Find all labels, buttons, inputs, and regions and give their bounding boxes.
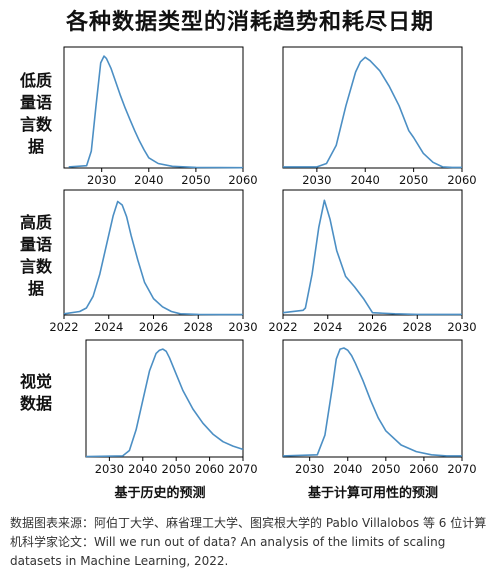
column-label-historical: 基于历史的预测 <box>114 486 206 501</box>
x-tick-label: 2060 <box>195 462 224 476</box>
x-tick-label: 2026 <box>358 320 387 334</box>
series-line <box>283 56 462 169</box>
x-tick-label: 2024 <box>94 320 123 334</box>
panel-5: 2030 2040 2050 2060 2070 <box>85 339 258 476</box>
x-tick-label: 2030 <box>87 173 116 187</box>
x-tick-label: 2030 <box>302 173 331 187</box>
panel-4: 2022 2024 2026 2028 2030 <box>268 189 477 334</box>
x-tick-label: 2070 <box>228 462 257 476</box>
x-tick-label: 2040 <box>333 462 362 476</box>
x-tick-label: 2040 <box>351 173 380 187</box>
x-tick-label: 2060 <box>409 462 438 476</box>
x-tick-label: 2070 <box>447 462 476 476</box>
page-title: 各种数据类型的消耗趋势和耗尽日期 <box>65 10 434 35</box>
x-tick-label: 2028 <box>403 320 432 334</box>
x-tick-label: 2030 <box>95 462 124 476</box>
panel-2: 2030 2040 2050 2060 <box>282 46 477 187</box>
x-tick-label: 2050 <box>181 173 210 187</box>
x-tick-label: 2060 <box>228 173 257 187</box>
x-tick-label: 2060 <box>447 173 476 187</box>
x-tick-label: 2030 <box>295 462 324 476</box>
source-note: 数据图表来源：阿伯丁大学、麻省理工大学、图宾根大学的 Pablo Villalo… <box>10 516 487 568</box>
panel-frame <box>63 46 244 169</box>
row-label-vision-data: 视觉数据 <box>19 372 52 413</box>
x-tick-label: 2050 <box>399 173 428 187</box>
x-tick-label: 2040 <box>128 462 157 476</box>
panel-frame <box>282 189 463 316</box>
panel-frame <box>282 339 463 458</box>
series-line <box>68 55 244 169</box>
row-label-high-quality-language: 高质量语言数据 <box>19 213 52 298</box>
row-label-low-quality-language: 低质量语言数据 <box>19 71 52 156</box>
x-tick-label: 2022 <box>268 320 297 334</box>
x-tick-label: 2040 <box>134 173 163 187</box>
series-line <box>63 200 243 316</box>
x-tick-label: 2024 <box>313 320 342 334</box>
x-tick-label: 2030 <box>228 320 257 334</box>
panel-3: 2022 2024 2026 2028 2030 <box>49 189 258 334</box>
column-label-compute: 基于计算可用性的预测 <box>307 486 438 501</box>
panel-6: 2030 2040 2050 2060 2070 <box>282 339 477 476</box>
panel-frame <box>85 339 244 458</box>
x-tick-label: 2030 <box>447 320 476 334</box>
x-tick-label: 2050 <box>162 462 191 476</box>
series-line <box>85 348 244 458</box>
series-line <box>282 347 462 457</box>
x-tick-label: 2050 <box>371 462 400 476</box>
panel-frame <box>63 189 244 316</box>
x-tick-label: 2022 <box>49 320 78 334</box>
x-tick-label: 2026 <box>139 320 168 334</box>
panel-frame <box>282 46 463 169</box>
series-line <box>282 199 462 316</box>
panel-1: 2030 2040 2050 2060 <box>63 46 258 187</box>
x-tick-label: 2028 <box>184 320 213 334</box>
